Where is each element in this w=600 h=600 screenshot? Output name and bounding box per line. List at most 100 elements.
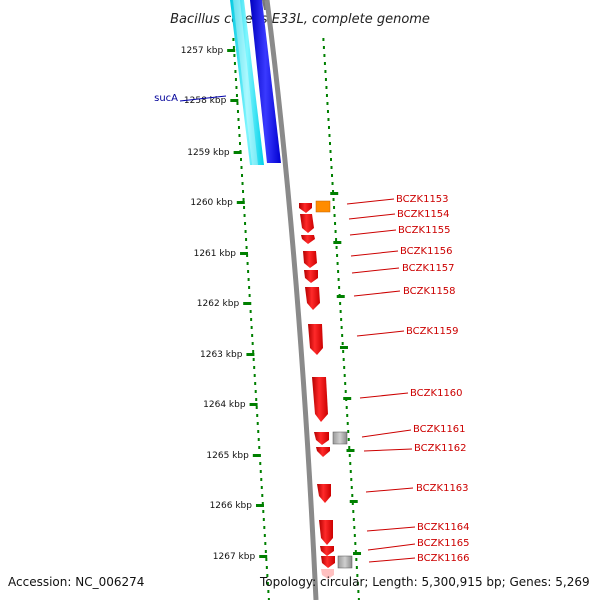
- track-dot: [334, 230, 337, 233]
- gene-label-BCZK1154: BCZK1154: [397, 209, 450, 220]
- track-dot: [334, 222, 337, 225]
- track-dot: [261, 494, 264, 497]
- track-dot: [349, 470, 352, 473]
- track-dot: [342, 350, 345, 353]
- track-dot: [347, 430, 350, 433]
- track-dot: [356, 574, 359, 577]
- tick-mark: [240, 252, 249, 255]
- track-dot: [351, 494, 354, 497]
- tick-mark: [333, 241, 342, 244]
- track-dot: [350, 486, 353, 489]
- gene-arrow: [299, 203, 312, 213]
- track-dot: [264, 550, 267, 553]
- tick-mark: [252, 454, 261, 457]
- gene-arrow: [320, 546, 334, 556]
- track-dot: [236, 102, 239, 105]
- track-dot: [329, 150, 332, 153]
- tick-track-right: [322, 38, 360, 600]
- gene-arrow: [321, 556, 335, 568]
- track-dot: [256, 414, 259, 417]
- track-dot: [263, 534, 266, 537]
- track-dot: [324, 78, 327, 81]
- track-dot: [328, 134, 331, 137]
- tick-mark: [227, 49, 236, 52]
- track-dot: [253, 374, 256, 377]
- track-dot: [265, 566, 268, 569]
- gene-arrow: [321, 569, 334, 579]
- leader-line: [361, 429, 412, 438]
- track-dot: [344, 382, 347, 385]
- track-dot: [353, 534, 356, 537]
- track-dot: [341, 342, 344, 345]
- gene-label-BCZK1163: BCZK1163: [416, 483, 469, 494]
- gene-labels: sucA BCZK1153 BCZK1154 BCZK1155 BCZK1156 BCZK…: [154, 93, 469, 564]
- track-dot: [254, 390, 257, 393]
- track-dot: [340, 318, 343, 321]
- track-dot: [263, 526, 266, 529]
- gene-label-BCZK1155: BCZK1155: [398, 225, 451, 236]
- track-dot: [352, 518, 355, 521]
- leader-line: [350, 250, 399, 257]
- gene-label-sucA: sucA: [154, 93, 178, 104]
- track-dot: [353, 526, 356, 529]
- tick-mark: [349, 500, 358, 503]
- leader-line: [367, 543, 416, 551]
- leader-line: [363, 448, 413, 452]
- rrna-feature: [230, 0, 264, 165]
- tick-label: 1265 kbp: [206, 451, 249, 461]
- track-dot: [343, 366, 346, 369]
- map-title: Bacillus cereus E33L, complete genome: [170, 12, 430, 27]
- track-dot: [237, 118, 240, 121]
- leader-line: [351, 267, 400, 274]
- gene-arrow: [301, 235, 315, 244]
- tick-mark: [233, 151, 242, 154]
- track-dot: [347, 438, 350, 441]
- tick-mark: [259, 555, 268, 558]
- tick-mark: [336, 295, 345, 298]
- track-dot: [233, 62, 236, 65]
- track-dot: [345, 406, 348, 409]
- tick-label: 1257 kbp: [181, 46, 224, 56]
- track-dot: [257, 430, 260, 433]
- track-dot: [234, 78, 237, 81]
- leader-line: [368, 557, 416, 563]
- track-dot: [248, 294, 251, 297]
- gene-arrow: [314, 432, 329, 445]
- track-dot: [266, 582, 269, 585]
- track-dot: [248, 286, 251, 289]
- track-dot: [260, 478, 263, 481]
- track-dot: [234, 70, 237, 73]
- tick-label: 1262 kbp: [197, 299, 240, 309]
- track-dot: [245, 238, 248, 241]
- track-dot: [336, 254, 339, 257]
- track-dot: [355, 566, 358, 569]
- track-dot: [328, 142, 331, 145]
- track-dot: [349, 462, 352, 465]
- track-dot: [352, 510, 355, 513]
- track-dot: [326, 102, 329, 105]
- track-dot: [262, 518, 265, 521]
- track-dot: [331, 174, 334, 177]
- track-dot: [356, 582, 359, 585]
- track-dot: [333, 206, 336, 209]
- tick-mark: [255, 504, 264, 507]
- track-dot: [242, 190, 245, 193]
- tick-mark: [330, 192, 339, 195]
- track-dot: [339, 310, 342, 313]
- track-dot: [242, 198, 245, 201]
- tick-label: 1259 kbp: [187, 148, 230, 158]
- leader-line: [349, 229, 397, 236]
- leader-line: [179, 95, 227, 102]
- leader-line: [356, 330, 405, 337]
- tick-mark: [249, 403, 258, 406]
- accession-text: Accession: NC_006274: [8, 575, 144, 589]
- track-dot: [333, 214, 336, 217]
- track-dot: [250, 318, 253, 321]
- track-dot: [332, 190, 335, 193]
- track-dot: [250, 326, 253, 329]
- track-dot: [325, 94, 328, 97]
- track-dot: [232, 38, 235, 41]
- track-dot: [251, 334, 254, 337]
- gene-label-BCZK1164: BCZK1164: [417, 522, 470, 533]
